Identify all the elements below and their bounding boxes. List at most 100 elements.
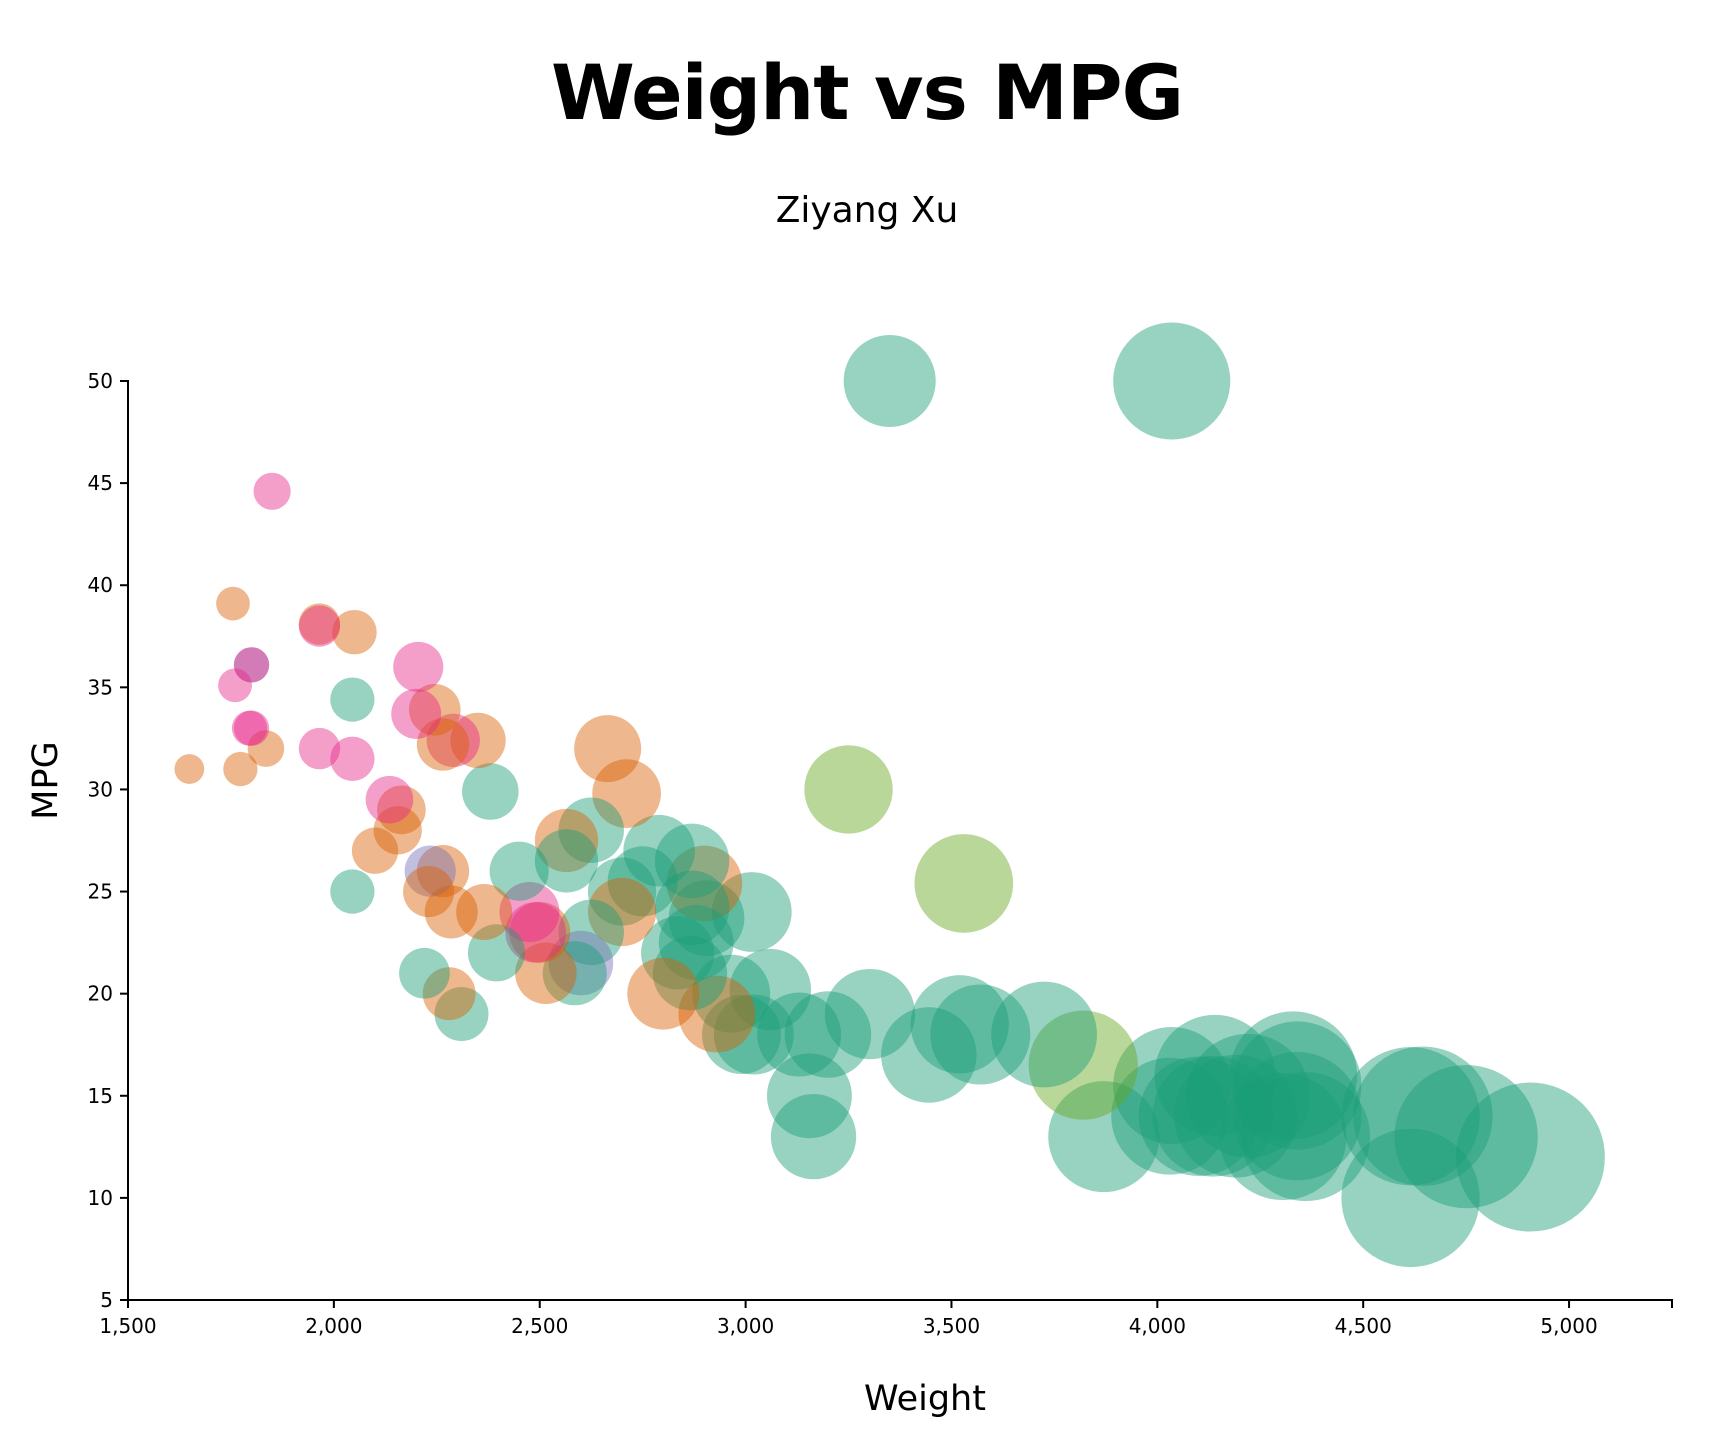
scatter-point xyxy=(1233,1052,1362,1181)
x-tick-label: 5,000 xyxy=(1540,1314,1597,1338)
x-tick-label: 4,500 xyxy=(1335,1314,1392,1338)
scatter-point xyxy=(641,916,715,990)
scatter-point xyxy=(332,609,377,655)
scatter-point xyxy=(298,605,341,647)
y-tick-label: 50 xyxy=(88,369,113,393)
scatter-point xyxy=(505,902,566,963)
scatter-point xyxy=(784,991,872,1078)
scatter-point xyxy=(757,992,842,1077)
scatter-point xyxy=(1111,1057,1229,1175)
scatter-point xyxy=(534,808,599,873)
scatter-point xyxy=(298,727,341,770)
scatter-point xyxy=(548,930,614,996)
scatter-point xyxy=(668,880,745,956)
scatter-point xyxy=(542,941,607,1006)
scatter-point xyxy=(1152,1055,1274,1177)
y-tick-label: 25 xyxy=(88,880,113,904)
chart-subtitle: Ziyang Xu xyxy=(775,190,959,231)
scatter-point xyxy=(351,827,399,874)
scatter-point xyxy=(231,710,268,746)
scatter-point xyxy=(1341,1128,1480,1268)
scatter-point xyxy=(330,736,375,781)
scatter-point xyxy=(574,715,642,783)
x-axis-title: Weight xyxy=(864,1379,986,1419)
scatter-point xyxy=(408,683,461,736)
y-tick-label: 10 xyxy=(88,1186,113,1210)
x-tick-label: 1,500 xyxy=(99,1314,156,1338)
scatter-point xyxy=(1229,1011,1358,1140)
scatter-point xyxy=(330,869,375,914)
scatter-point xyxy=(216,586,250,621)
scatter-point xyxy=(499,881,560,942)
scatter-point xyxy=(658,905,734,981)
scatter-point xyxy=(424,885,478,939)
scatter-point xyxy=(914,834,1014,933)
scatter-point xyxy=(403,866,455,918)
scatter-point xyxy=(534,829,599,893)
scatter-point xyxy=(489,841,549,901)
chart-title: Weight vs MPG xyxy=(551,48,1184,137)
scatter-point xyxy=(652,936,728,1011)
y-tick-label: 40 xyxy=(88,573,113,597)
x-tick-label: 2,500 xyxy=(511,1314,568,1338)
scatter-point xyxy=(592,759,661,828)
scatter-point xyxy=(422,967,476,1021)
scatter-point xyxy=(253,472,291,510)
scatter-point xyxy=(330,677,375,722)
scatter-point xyxy=(247,730,285,767)
scatter-point xyxy=(399,947,450,999)
x-axis-ticks: 1,500 2,000 2,500 3,000 3,500 4,000 4,500 5,000 xyxy=(99,1300,1598,1338)
scatter-point xyxy=(377,785,426,835)
y-tick-label: 15 xyxy=(88,1084,113,1108)
scatter-point xyxy=(456,883,513,940)
scatter-point xyxy=(1219,1073,1347,1201)
scatter-point xyxy=(711,872,792,952)
scatter-point xyxy=(1233,1021,1362,1150)
scatter-point xyxy=(426,713,480,768)
x-tick-label: 2,000 xyxy=(305,1314,362,1338)
scatter-point xyxy=(713,994,794,1075)
scatter-point xyxy=(416,718,470,771)
scatter-point xyxy=(587,877,657,947)
scatter-point xyxy=(416,844,470,898)
scatter-point xyxy=(804,745,893,834)
scatter-point xyxy=(1185,1033,1310,1158)
y-axis-ticks: 5 10 15 20 25 30 35 40 45 50 xyxy=(88,369,128,1312)
scatter-point xyxy=(1174,1054,1297,1178)
scatter-point xyxy=(298,603,341,645)
scatter-point xyxy=(654,870,730,946)
scatter-point xyxy=(1455,1082,1605,1232)
y-tick-label: 45 xyxy=(88,471,113,495)
bubble-layer xyxy=(174,322,1605,1268)
x-tick-label: 3,500 xyxy=(923,1314,980,1338)
scatter-point xyxy=(824,968,916,1060)
scatter-point xyxy=(1113,1027,1231,1145)
scatter-point xyxy=(233,647,270,683)
y-tick-label: 30 xyxy=(88,777,113,801)
scatter-point xyxy=(770,1093,857,1180)
scatter-point xyxy=(729,948,812,1031)
y-axis-title: MPG xyxy=(26,741,66,819)
scatter-point xyxy=(1394,1064,1538,1209)
scatter-point xyxy=(1353,1046,1493,1186)
scatter-point xyxy=(391,688,442,739)
scatter-point xyxy=(843,334,936,428)
scatter-point xyxy=(881,1007,977,1103)
scatter-point xyxy=(1341,1047,1480,1186)
scatter-point xyxy=(930,984,1031,1085)
scatter-point xyxy=(467,924,526,982)
scatter-point xyxy=(1241,1072,1371,1202)
scatter-point xyxy=(627,957,700,1030)
y-axis-line xyxy=(120,380,129,1301)
scatter-point xyxy=(462,763,519,820)
scatter-point xyxy=(1113,322,1231,440)
scatter-point xyxy=(991,981,1097,1088)
y-tick-label: 35 xyxy=(88,675,113,699)
scatter-point xyxy=(393,641,444,692)
scatter-point xyxy=(1028,1010,1138,1120)
scatter-point xyxy=(233,710,270,746)
y-tick-label: 5 xyxy=(100,1288,113,1312)
scatter-point xyxy=(1138,1056,1259,1176)
scatter-point xyxy=(1048,1081,1160,1193)
